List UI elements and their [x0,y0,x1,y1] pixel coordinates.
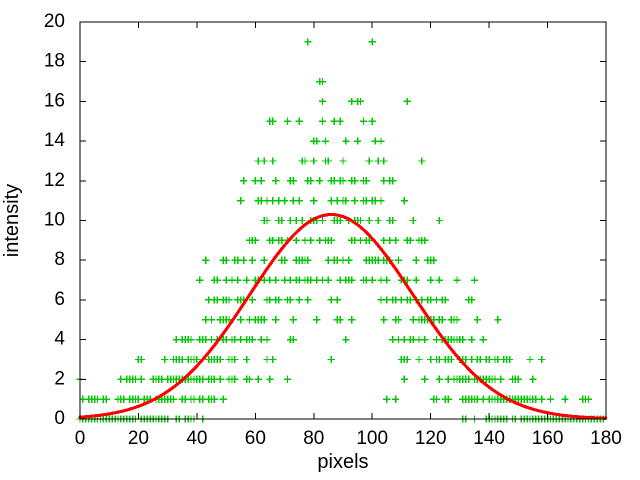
svg-text:pixels: pixels [317,451,368,473]
svg-text:6: 6 [54,289,65,310]
svg-text:2: 2 [54,368,65,389]
svg-text:40: 40 [186,428,207,449]
svg-text:14: 14 [44,130,66,151]
svg-text:12: 12 [44,170,65,191]
svg-text:intensity: intensity [1,184,23,257]
svg-text:8: 8 [54,249,65,270]
svg-text:160: 160 [532,428,564,449]
svg-text:20: 20 [44,11,65,32]
svg-text:80: 80 [303,428,324,449]
svg-text:100: 100 [356,428,388,449]
svg-text:4: 4 [54,329,65,350]
svg-text:140: 140 [473,428,505,449]
svg-text:18: 18 [44,51,65,72]
svg-text:180: 180 [590,428,622,449]
svg-text:20: 20 [128,428,149,449]
svg-text:60: 60 [245,428,266,449]
svg-text:0: 0 [54,408,65,429]
svg-text:120: 120 [415,428,447,449]
svg-text:0: 0 [75,428,86,449]
svg-text:10: 10 [44,210,65,231]
svg-text:16: 16 [44,90,65,111]
